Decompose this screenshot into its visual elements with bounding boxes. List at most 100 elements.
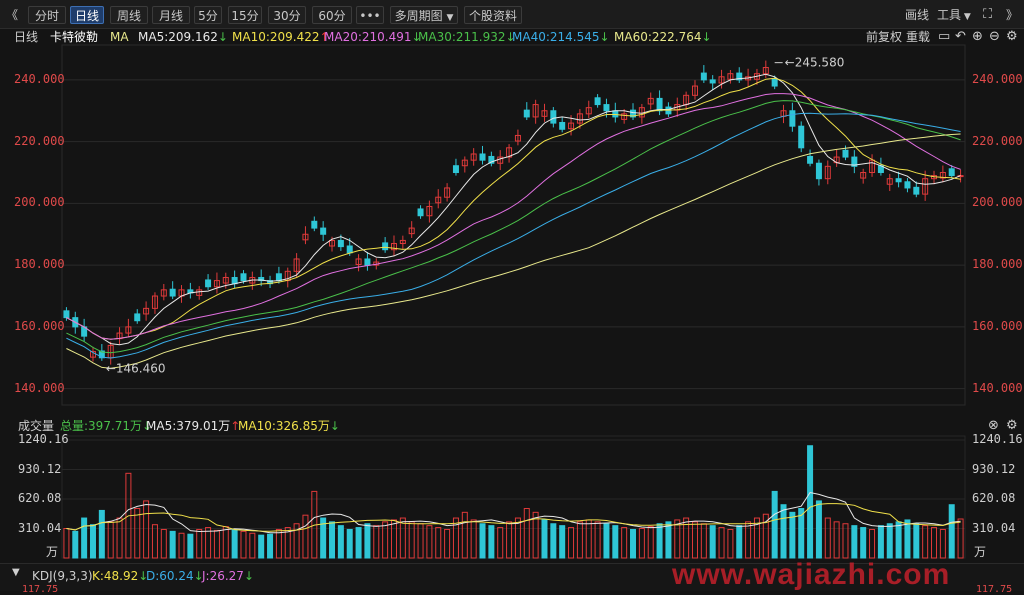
tab-6[interactable]: 15分: [228, 6, 262, 24]
candle-body: [718, 76, 725, 84]
arrow-down-icon: ↓: [599, 30, 610, 44]
undo-icon[interactable]: ↶: [955, 29, 966, 44]
tab-8[interactable]: 60分: [312, 6, 352, 24]
volume-frame: [61, 435, 966, 559]
arrow-down-icon: ↓: [217, 30, 228, 44]
tab-5[interactable]: 5分: [194, 6, 222, 24]
candle-body: [346, 245, 353, 254]
candle-body: [231, 276, 238, 285]
volume-bar: [320, 517, 327, 559]
ma-value: MA10:209.422: [232, 30, 320, 44]
candle-body: [355, 258, 362, 266]
y-tick-left: 240.000: [14, 71, 65, 86]
volume-bar: [523, 508, 530, 559]
volume-tick-left: 620.08: [18, 491, 62, 505]
candle-body: [948, 168, 955, 177]
candle-body: [842, 149, 849, 158]
tab-2[interactable]: 日线: [70, 6, 104, 24]
volume-bar: [196, 528, 203, 559]
candle-body: [851, 156, 858, 167]
volume-bar: [727, 528, 734, 559]
candle-body: [824, 165, 831, 180]
candle-body: [461, 159, 468, 167]
y-tick-right: 140.000: [972, 380, 1023, 395]
tools-label: 工具: [937, 8, 962, 22]
zoom-in-icon[interactable]: ⊕: [972, 29, 983, 44]
stock-info-button[interactable]: 个股资料: [464, 6, 522, 24]
zoom-out-icon[interactable]: ⊖: [989, 29, 1000, 44]
volume-bar: [869, 528, 876, 559]
collapse-right-icon[interactable]: 》: [1006, 8, 1019, 22]
gear-icon[interactable]: ⚙: [1006, 418, 1018, 433]
tab-4[interactable]: 月线: [152, 6, 190, 24]
volume-ma10-line: [66, 503, 961, 532]
volume-tick-left: 1240.16: [18, 432, 69, 446]
adjust-mode-button[interactable]: 前复权: [866, 30, 903, 44]
collapse-left-icon[interactable]: 《: [6, 8, 19, 22]
volume-bar: [187, 533, 194, 559]
candle-body: [160, 289, 167, 297]
candle-body: [630, 109, 637, 118]
fullscreen-icon[interactable]: ⛶: [983, 7, 993, 22]
volume-bar: [284, 527, 291, 559]
arrow-down-icon: ↓: [505, 30, 516, 44]
candle-body: [143, 307, 150, 315]
volume-bar: [603, 523, 610, 559]
candle-body: [399, 239, 406, 245]
candle-body: [470, 153, 477, 161]
volume-bar: [550, 523, 557, 559]
volume-bar: [134, 508, 141, 559]
candle-body: [523, 109, 530, 118]
y-tick-right: 220.000: [972, 133, 1023, 148]
volume-bar: [824, 517, 831, 559]
multi-period-dropdown[interactable]: 多周期图 ▼: [390, 6, 458, 24]
candle-body: [275, 273, 282, 282]
tab-1[interactable]: 分时: [28, 6, 66, 24]
arrow-down-icon: ↓: [701, 30, 712, 44]
volume-bar: [275, 528, 282, 559]
candle-body: [390, 243, 397, 251]
close-panel-icon[interactable]: ⊗: [988, 418, 999, 433]
candle-body: [904, 181, 911, 189]
volume-bar-chart[interactable]: [0, 418, 1024, 561]
candle-body: [258, 276, 265, 282]
volume-bar: [231, 528, 238, 559]
volume-total-text: 总量:397.71万: [60, 419, 143, 433]
tools-dropdown[interactable]: 工具 ▼: [937, 6, 971, 24]
volume-bar: [63, 528, 70, 559]
candle-body: [594, 97, 601, 106]
candle-body: [329, 239, 336, 247]
candle-body: [382, 242, 389, 251]
volume-bar: [302, 514, 309, 559]
volume-bar: [736, 525, 743, 559]
reload-button[interactable]: 重载: [906, 30, 931, 44]
candle-body: [727, 73, 734, 80]
arrow-down-icon: ↓: [138, 569, 149, 583]
volume-bar: [169, 530, 176, 559]
chevron-down-icon[interactable]: ▼: [12, 567, 20, 578]
volume-ma5-text: MA5:379.01万: [146, 419, 231, 433]
ma-legend-item: MA20:210.491↓: [324, 29, 422, 45]
volume-bar: [568, 527, 575, 559]
candle-body: [603, 104, 610, 112]
more-periods-button[interactable]: •••: [356, 6, 384, 24]
volume-bar: [426, 525, 433, 559]
candlestick-chart[interactable]: ←245.580 ←146.460: [0, 29, 1024, 415]
gear-icon[interactable]: ⚙: [1006, 29, 1018, 44]
volume-bar: [461, 511, 468, 559]
candle-body: [647, 97, 654, 105]
tab-3[interactable]: 周线: [110, 6, 148, 24]
volume-panel: 成交量 总量:397.71万↓ MA5:379.01万↑ MA10:326.85…: [0, 418, 1024, 561]
candle-body: [151, 295, 158, 309]
indicator-settings-icon[interactable]: ▭: [938, 29, 951, 44]
candle-body: [169, 288, 176, 297]
volume-bar: [780, 504, 787, 559]
volume-bar: [116, 517, 123, 559]
volume-tick-right: 310.04: [972, 520, 1016, 535]
stock-name: 卡特彼勒: [50, 30, 99, 44]
draw-line-button[interactable]: 画线: [905, 8, 930, 22]
tab-7[interactable]: 30分: [268, 6, 306, 24]
candle-body: [337, 239, 344, 248]
volume-bar: [576, 521, 583, 559]
ma-label: MA: [110, 30, 129, 44]
